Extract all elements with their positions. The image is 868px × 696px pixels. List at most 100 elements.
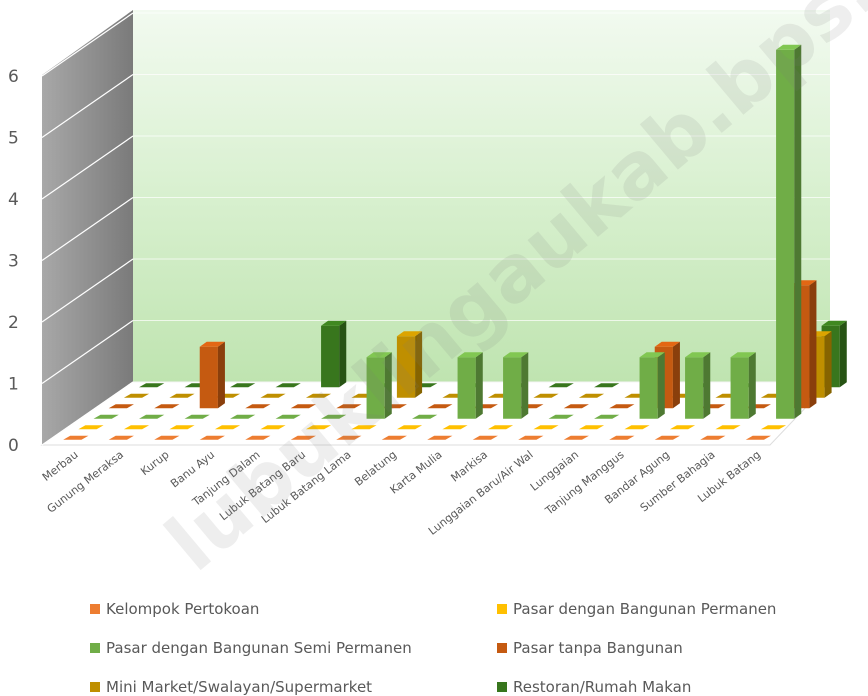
bar [776,44,802,419]
bar [594,414,620,419]
legend-label: Pasar dengan Bangunan Semi Permanen [106,639,412,657]
legend-label: Mini Market/Swalayan/Supermarket [106,678,373,696]
y-tick-label: 2 [8,313,19,333]
gridline-side [41,320,134,384]
y-tick-label: 5 [8,129,19,149]
x-tick-label: Merbau [40,448,81,484]
bar [336,404,362,409]
bar [396,425,423,430]
gridline-side [41,135,134,200]
bar [503,352,529,419]
gridline-side [41,197,134,261]
legend-label: Pasar tanpa Bangunan [513,639,683,657]
legend-swatch [90,682,100,692]
bar [199,341,225,409]
legend: Kelompok Pertokoan Pasar dengan Bangunan … [0,592,868,696]
bar [184,414,210,419]
bar [715,425,741,430]
bar [139,383,165,388]
bar [169,393,195,398]
y-tick-label: 1 [8,375,19,395]
x-tick-label: Lubuk Batang Lama [259,448,354,526]
bar [427,435,453,440]
bar [230,383,256,388]
bar [290,435,316,440]
bar [154,435,180,440]
gridline-side [41,12,134,77]
bar [639,352,665,419]
bar [533,393,559,398]
bar [63,435,89,440]
bar [457,352,483,419]
bar [472,435,498,440]
bar [381,435,407,440]
bar [321,414,347,419]
gridline-side [41,258,134,323]
y-tick-label: 3 [8,252,19,272]
bar [487,425,514,430]
legend-swatch [90,643,100,653]
x-tick-label: Gunung Meraksa [45,448,126,516]
legend-label: Pasar dengan Bangunan Permanen [513,600,777,618]
side-wall [42,10,133,445]
bar [123,393,150,398]
bar [275,383,301,388]
legend-label: Kelompok Pertokoan [106,600,260,618]
gridline-side [41,381,134,446]
legend-item: Pasar tanpa Bangunan [497,639,683,657]
bar [442,425,468,430]
bar [260,393,286,398]
bar [533,425,559,430]
bar [245,404,271,409]
bar [321,320,347,388]
bar [230,414,256,419]
bar [730,352,756,419]
bar [745,435,771,440]
y-tick-label: 0 [8,436,19,456]
bar [563,404,589,409]
bar [78,425,104,430]
legend-item: Pasar dengan Bangunan Semi Permanen [90,639,412,657]
bar [548,414,574,419]
legend-swatch [497,682,507,692]
bar [199,435,225,440]
legend-label: Restoran/Rumah Makan [513,678,692,696]
bar [214,425,241,430]
bar [700,435,726,440]
bar [594,383,620,388]
bar [351,425,377,430]
bars [63,44,847,440]
x-tick-label: Kurup [138,448,171,478]
x-tick-label: Markisa [448,448,490,485]
bar [305,425,332,430]
floor [40,381,832,446]
bar [548,383,574,388]
bar [366,352,392,419]
legend-item: Pasar dengan Bangunan Permanen [497,600,776,618]
legend-item: Restoran/Rumah Makan [497,678,691,696]
gridlines [41,12,830,446]
x-tick-label: Sumber Bahagia [638,448,718,514]
bar [245,435,271,440]
bar [290,404,316,409]
bar [139,414,165,419]
bar [427,404,453,409]
gridline-side [41,74,134,138]
bar [609,435,635,440]
bar [336,435,362,440]
bar [609,404,635,409]
legend-swatch [90,604,100,614]
bar [654,435,680,440]
bar [669,425,696,430]
y-tick-label: 4 [8,190,19,210]
bar [624,425,650,430]
bar [260,425,286,430]
y-axis-ticks: 0 1 2 3 4 5 6 [8,67,19,456]
bar [563,435,589,440]
back-wall [133,10,830,382]
bar [396,331,423,398]
bar [760,425,787,430]
bar [578,425,605,430]
